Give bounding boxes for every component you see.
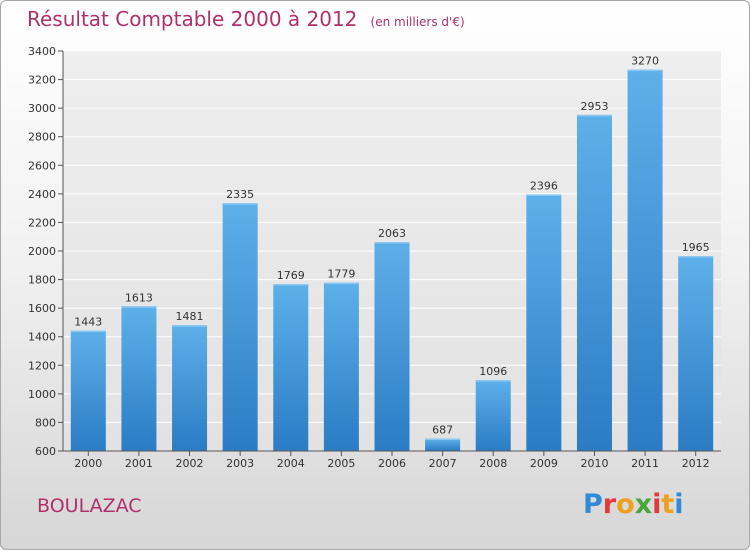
y-tick-label: 600 [35,445,56,458]
logo-letter: x [634,489,653,520]
x-tick-label-2005: 2005 [327,457,355,470]
y-tick-label: 1400 [28,331,56,344]
bar-2006 [374,242,410,451]
bar-2001 [121,306,157,451]
y-tick-label: 1800 [28,274,56,287]
bar-2008 [475,380,511,451]
x-tick-label-2001: 2001 [125,457,153,470]
y-tick-label: 2000 [28,245,56,258]
logo-letter: P [583,489,603,520]
commune-name: BOULAZAC [37,495,142,517]
logo-letter: o [616,489,635,520]
bar-2012 [678,256,714,451]
bar-highlight-2008 [475,380,511,382]
y-tick-label: 2200 [28,216,56,229]
x-tick-label-2012: 2012 [682,457,710,470]
logo-letter: t [661,489,675,520]
bar-highlight-2012 [678,256,714,258]
x-tick-label-2007: 2007 [429,457,457,470]
logo-letter: r [602,489,617,520]
bar-highlight-2006 [374,242,410,244]
bar-2004 [273,284,309,451]
value-label-2002: 1481 [176,310,204,323]
bar-2010 [576,114,612,451]
value-label-2004: 1769 [277,269,305,282]
y-tick-label: 1000 [28,388,56,401]
y-tick-label: 2600 [28,159,56,172]
title-row: Résultat Comptable 2000 à 2012 (en milli… [27,7,465,31]
bar-highlight-2002 [172,325,208,327]
y-tick-label: 2800 [28,131,56,144]
value-label-2010: 2953 [580,100,608,113]
bar-highlight-2003 [222,203,258,205]
value-label-2007: 687 [432,424,453,437]
x-tick-label-2010: 2010 [580,457,608,470]
value-label-2009: 2396 [530,179,558,192]
bar-2009 [526,194,562,451]
bar-highlight-2000 [70,330,106,333]
bar-highlight-2009 [526,194,562,196]
x-tick-label-2000: 2000 [74,457,102,470]
bar-2011 [627,69,663,452]
bar-highlight-2001 [121,306,157,308]
y-tick-label: 3200 [28,74,56,87]
value-label-2005: 1779 [327,268,355,281]
proxiti-logo: Proxiti [583,489,684,520]
bar-highlight-2011 [627,69,663,72]
logo-letter: i [674,489,684,520]
chart-subtitle: (en milliers d'€) [370,15,465,29]
value-label-2006: 2063 [378,227,406,240]
y-tick-label: 2400 [28,188,56,201]
value-label-2012: 1965 [682,241,710,254]
x-tick-label-2004: 2004 [277,457,305,470]
bar-2005 [323,282,359,451]
bar-highlight-2007 [425,438,461,441]
y-tick-label: 1200 [28,359,56,372]
y-tick-label: 800 [35,416,56,429]
x-tick-label-2003: 2003 [226,457,254,470]
bar-highlight-2004 [273,284,309,286]
x-tick-label-2002: 2002 [176,457,204,470]
bar-highlight-2005 [323,282,359,285]
y-tick-label: 3000 [28,102,56,115]
bar-2002 [172,325,208,451]
bar-2007 [425,438,461,451]
y-tick-label: 3400 [28,45,56,58]
logo-letter: i [652,489,662,520]
value-label-2011: 3270 [631,55,659,68]
value-label-2008: 1096 [479,365,507,378]
value-label-2001: 1613 [125,291,153,304]
chart-title: Résultat Comptable 2000 à 2012 [27,7,358,31]
y-tick-label: 1600 [28,302,56,315]
x-tick-label-2006: 2006 [378,457,406,470]
x-tick-label-2011: 2011 [631,457,659,470]
x-tick-label-2009: 2009 [530,457,558,470]
bar-highlight-2010 [576,114,612,117]
bar-2003 [222,203,258,451]
value-label-2003: 2335 [226,188,254,201]
x-tick-label-2008: 2008 [479,457,507,470]
value-label-2000: 1443 [74,316,102,329]
bar-2000 [70,330,106,451]
